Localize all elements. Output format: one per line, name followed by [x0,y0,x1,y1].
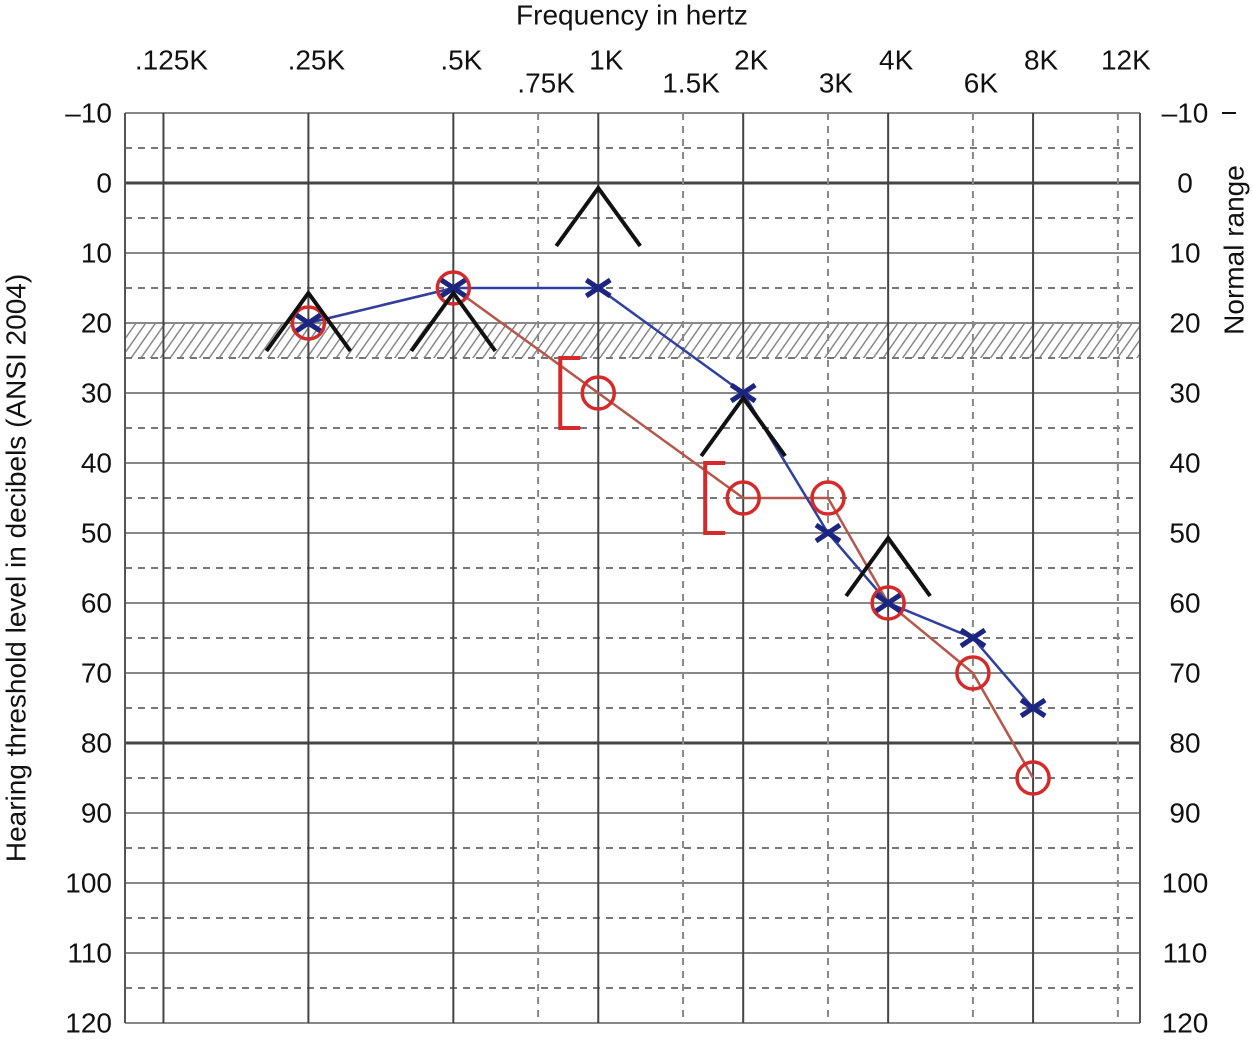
y2-tick-label: –10 [1162,97,1209,128]
left-ear-marker [814,522,842,544]
y2-tick-label: 100 [1162,867,1209,898]
y-tick-label: 20 [81,307,112,338]
y-tick-label: 10 [81,237,112,268]
right-ear-marker [580,375,617,411]
right-ear-marker [725,480,761,516]
series-line [308,286,1035,709]
x-tick-label: 6K [964,67,999,98]
x-tick-label: .75K [517,67,575,98]
y-tick-label: 50 [81,517,112,548]
cross-stroke [729,382,757,404]
right-ear-marker [955,655,991,691]
cross-stroke [874,592,902,614]
y-tick-label: 70 [81,657,112,688]
bone-unmasked-marker [264,289,353,353]
x-tick-label: 3K [819,67,854,98]
left-ear-marker [959,627,987,649]
left-ear-marker [295,312,322,334]
right-ear-marker [870,585,906,621]
x-tick-label: .125K [135,44,208,75]
chart-title: Frequency in hertz [516,0,748,30]
x-tick-label: 4K [879,44,914,75]
y2-tick-label: 120 [1162,1007,1209,1038]
y-axis-label: Hearing threshold level in decibels (ANS… [0,274,31,862]
x-tick-label: 1K [589,44,624,75]
y2-tick-label: 40 [1169,447,1200,478]
y-tick-label: 30 [81,377,112,408]
y2-tick-label: 60 [1169,587,1200,618]
left-ear-marker [584,277,612,299]
y-tick-label: 100 [65,867,112,898]
right-ear-marker [810,480,846,516]
cross-stroke [584,277,612,299]
left-ear-marker [874,592,902,614]
y2-tick-label: 80 [1169,727,1200,758]
normal-range-band [125,323,1140,358]
y2-tick-label: 90 [1169,797,1200,828]
x-tick-label: 1.5K [662,67,720,98]
cross-stroke [439,277,467,299]
left-ear-marker [1019,697,1047,719]
cross-stroke [959,627,987,649]
x-tick-label: 8K [1024,44,1059,75]
right-ear-marker [435,270,472,306]
y2-tick-label: 10 [1169,237,1200,268]
y-tick-label: 60 [81,587,112,618]
y-tick-label: 80 [81,727,112,758]
y2-tick-label: 110 [1163,937,1208,968]
normal-range-label: Normal range [1218,165,1249,335]
y2-tick-label: 0 [1177,167,1193,198]
cross-stroke [295,312,322,334]
y-tick-label: 0 [96,167,112,198]
markers [264,184,1051,796]
left-ear-marker [729,382,757,404]
cross-stroke [1019,697,1047,719]
y2-tick-label: 30 [1169,377,1200,408]
bone-masked-marker [558,356,581,430]
right-ear-marker [290,305,327,341]
x-tick-label: 2K [734,44,769,75]
x-tick-label: 12K [1101,44,1151,75]
y-tick-label: 90 [81,797,112,828]
y2-tick-label: 20 [1169,307,1200,338]
series-line [308,286,1035,779]
right-ear-marker [1015,760,1051,796]
cross-stroke [814,522,842,544]
y2-tick-label: 50 [1169,517,1200,548]
y-tick-label: 40 [81,447,112,478]
bone-unmasked-marker [699,394,787,458]
y-tick-label: –10 [65,97,112,128]
lines [308,286,1035,779]
y-tick-label: 110 [67,937,112,968]
y-tick-label: 120 [65,1007,112,1038]
bone-masked-marker [703,461,726,535]
bone-unmasked-marker [844,534,932,598]
x-tick-label: .5K [440,44,482,75]
left-ear-marker [439,277,467,299]
bone-unmasked-marker [554,184,642,248]
y2-tick-label: 70 [1169,657,1200,688]
x-tick-label: .25K [288,44,346,75]
bone-unmasked-marker [409,289,497,353]
